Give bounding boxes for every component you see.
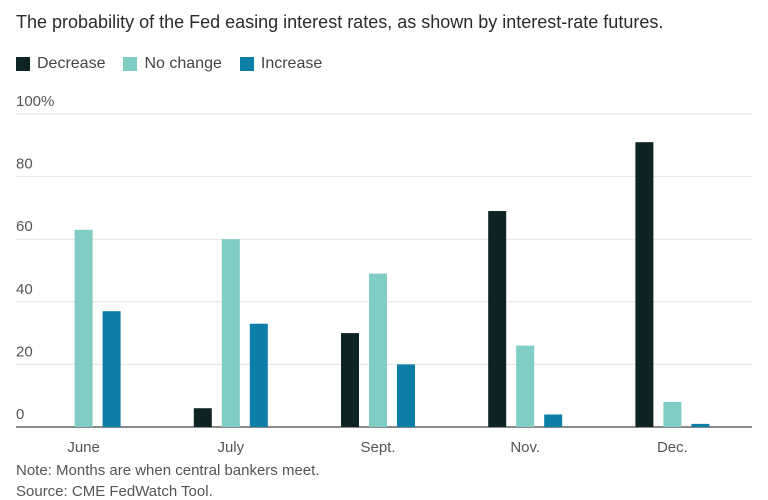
- legend-item-decrease: Decrease: [16, 55, 105, 73]
- bar-no-change-sept: [369, 273, 387, 427]
- legend-swatch-decrease: [16, 57, 30, 71]
- x-tick-label: Dec.: [657, 439, 688, 456]
- y-tick-label: 100%: [16, 93, 54, 110]
- legend-swatch-increase: [239, 57, 254, 71]
- bar-increase-july: [249, 323, 268, 427]
- bar-chart: 0 20 40 60 80 100% June July Sept. Nov. Dec.: [16, 93, 752, 456]
- chart-source: Source: CME FedWatch Tool.: [16, 483, 213, 500]
- bar-increase-june: [102, 311, 121, 427]
- x-tick-label: July: [217, 439, 244, 456]
- bar-increase-dec: [691, 423, 710, 427]
- legend-label-decrease: Decrease: [37, 55, 106, 72]
- legend: Decrease No change Increase: [16, 55, 340, 73]
- bar-decrease-sept: [341, 333, 359, 427]
- chart-note: Note: Months are when central bankers me…: [16, 462, 320, 479]
- y-tick-label: 20: [16, 343, 33, 360]
- x-tick-label: Nov.: [510, 439, 540, 456]
- bar-no-change-june: [74, 229, 93, 427]
- bar-no-change-nov: [516, 345, 535, 427]
- y-tick-label: 60: [16, 218, 33, 235]
- bar-no-change-dec: [663, 401, 682, 427]
- legend-swatch-no-change: [123, 57, 138, 71]
- bar-decrease-dec: [635, 142, 654, 428]
- legend-label-no-change: No change: [144, 55, 222, 72]
- x-tick-label: June: [67, 439, 100, 456]
- legend-item-increase: Increase: [239, 55, 323, 73]
- legend-item-no-change: No change: [123, 55, 222, 73]
- y-tick-label: 0: [16, 406, 24, 423]
- bar-no-change-july: [221, 239, 240, 427]
- y-tick-label: 40: [16, 281, 33, 298]
- bar-increase-sept: [397, 364, 415, 427]
- bar-decrease-july: [193, 408, 212, 427]
- legend-label-increase: Increase: [260, 55, 323, 72]
- y-tick-label: 80: [16, 156, 33, 173]
- bar-decrease-nov: [488, 211, 507, 427]
- bar-increase-nov: [544, 414, 563, 427]
- chart-title: The probability of the Fed easing intere…: [16, 12, 664, 32]
- x-tick-label: Sept.: [360, 439, 395, 456]
